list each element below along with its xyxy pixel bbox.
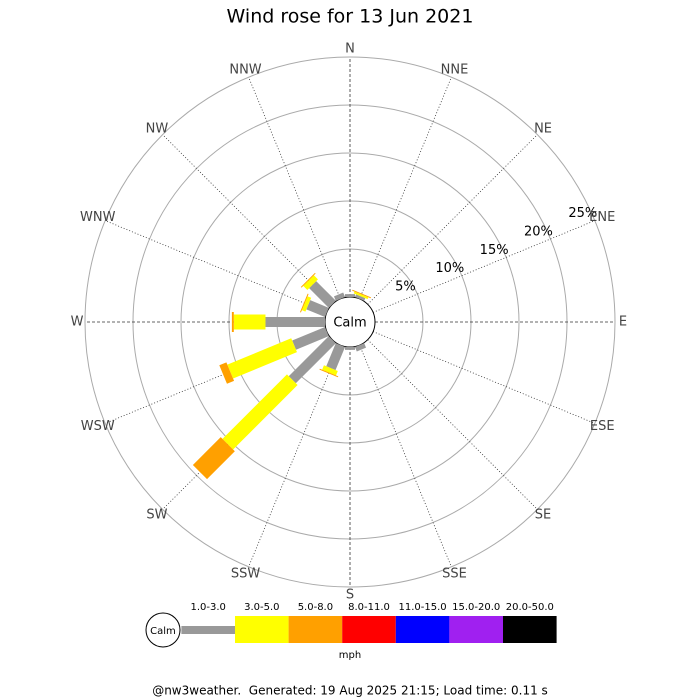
bar-segment — [301, 296, 312, 312]
bar-segment — [322, 365, 338, 376]
spoke — [105, 220, 328, 313]
legend-swatch — [235, 616, 289, 643]
bar-segment — [192, 437, 235, 480]
bar-segment — [306, 300, 329, 318]
direction-label: NNE — [441, 62, 469, 77]
bar-segment — [345, 294, 355, 297]
grid-ring — [84, 56, 616, 588]
bar-segment — [309, 281, 336, 308]
spoke — [359, 77, 452, 300]
bar-segment — [227, 338, 297, 379]
bar-segment — [345, 347, 355, 350]
bar-segment — [222, 374, 298, 450]
legend-label: 11.0-15.0 — [399, 602, 447, 613]
bar-segment — [326, 343, 346, 371]
grid: 5% 10% 15% 20% 25% N NNE NE ENE E ESE SE SSE S SSW SW WS… — [71, 42, 628, 603]
legend-calm — [145, 612, 181, 648]
direction-label: WNW — [80, 210, 116, 225]
legend-swatch — [181, 626, 235, 634]
unit-label: mph — [339, 650, 361, 661]
bar-segment — [265, 317, 325, 327]
spoke — [367, 339, 538, 510]
legend-label: 15.0-20.0 — [452, 602, 500, 613]
bar-segment — [231, 312, 234, 332]
bar-segment — [319, 368, 339, 378]
bar-segment — [300, 293, 309, 313]
bar-segment — [352, 289, 372, 299]
ring-label: 15% — [480, 243, 509, 258]
legend: Calm 1.0-3.0 3.0-5.0 5.0-8.0 8.0-11.0 11.0-15… — [145, 602, 557, 661]
spoke — [359, 344, 452, 567]
bar-segment — [354, 294, 366, 301]
direction-label: ENE — [589, 210, 615, 225]
direction-label: SW — [146, 508, 167, 523]
bar-segment — [292, 326, 329, 350]
legend-label: 5.0-8.0 — [298, 602, 333, 613]
legend-label: 3.0-5.0 — [244, 602, 279, 613]
direction-label: SSE — [442, 567, 467, 582]
direction-label: SE — [535, 508, 551, 523]
legend-label: 20.0-50.0 — [506, 602, 554, 613]
legend-swatch — [395, 616, 450, 643]
legend-swatch — [288, 616, 343, 643]
ring-label: 25% — [568, 206, 597, 221]
legend-swatch — [503, 616, 557, 643]
spoke — [372, 331, 595, 424]
bar-segment — [333, 292, 346, 301]
chart-title: Wind rose for 13 Jun 2021 — [227, 6, 474, 28]
legend-calm-label: Calm — [150, 626, 176, 637]
bar-segment — [300, 272, 316, 288]
direction-label: S — [346, 588, 354, 603]
bar-segment — [219, 362, 235, 384]
direction-label: NNW — [229, 62, 261, 77]
spoke — [367, 134, 538, 305]
spoke — [248, 77, 341, 300]
ring-label: 20% — [524, 224, 553, 239]
legend-swatch — [342, 616, 396, 643]
bar-segment — [354, 343, 367, 352]
calm-label: Calm — [333, 316, 366, 331]
bars — [192, 272, 372, 480]
direction-label: N — [345, 42, 355, 57]
direction-label: NE — [534, 121, 552, 136]
legend-label: 1.0-3.0 — [190, 602, 225, 613]
footer: @nw3weather. Generated: 19 Aug 2025 21:1… — [152, 684, 548, 698]
bar-segment — [233, 314, 266, 330]
direction-label: NW — [146, 121, 169, 136]
legend-swatch — [449, 616, 503, 643]
spoke — [372, 220, 595, 313]
legend-label: 8.0-11.0 — [348, 602, 390, 613]
ring-label: 5% — [395, 280, 416, 295]
direction-label: SSW — [231, 567, 261, 582]
grid-ring — [180, 152, 520, 492]
direction-label: WSW — [81, 419, 115, 434]
spoke — [162, 134, 333, 305]
bar-segment — [303, 275, 318, 290]
direction-label: ESE — [590, 419, 615, 434]
direction-label: E — [619, 315, 627, 330]
ring-label: 10% — [435, 261, 464, 276]
direction-label: W — [71, 315, 84, 330]
bar-segment — [288, 336, 336, 384]
spoke — [248, 344, 341, 567]
bar-segment — [353, 291, 369, 300]
